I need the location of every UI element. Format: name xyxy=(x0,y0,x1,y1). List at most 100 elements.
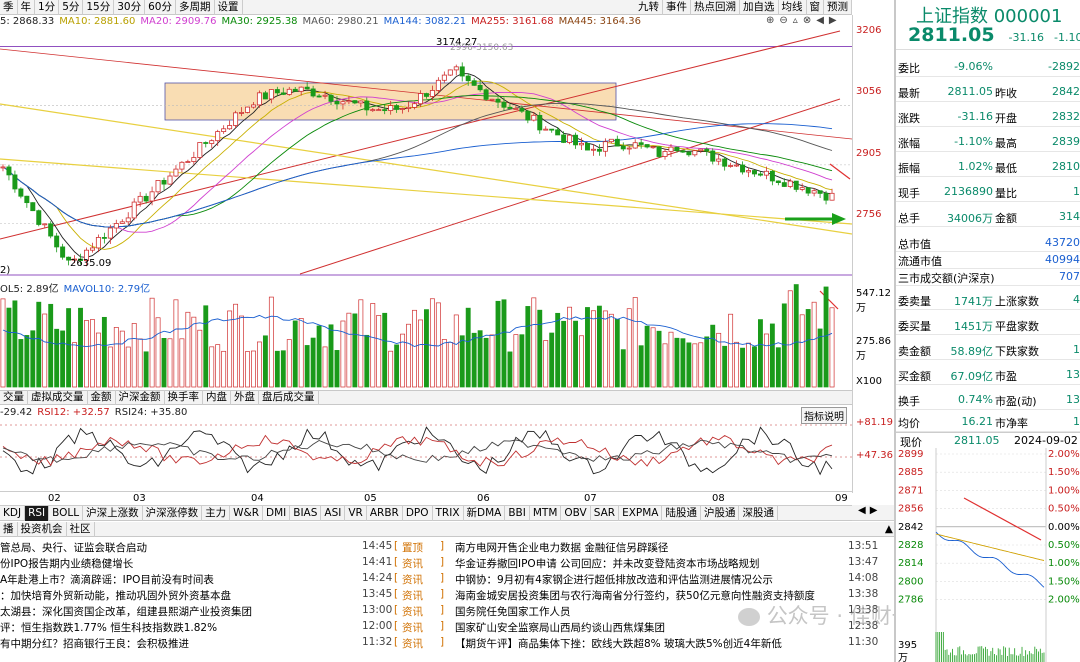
chevron-right-icon[interactable]: ▶ xyxy=(828,15,837,26)
news-title[interactable]: 中钢协：9月初有4家钢企进行超低排放改造和评估监测进展情况公示 xyxy=(455,574,773,586)
volume-bar xyxy=(298,318,304,388)
quote-field: 均价 xyxy=(898,417,920,430)
news-title[interactable]: 份IPO报告期内业绩稳健增长 xyxy=(0,558,134,570)
hotspot-replay-button[interactable]: 热点回溯 xyxy=(691,0,740,15)
quote-field: 换手 xyxy=(898,395,920,408)
news-title[interactable]: 南方电网开售企业电力数据 金融征信另辟蹊径 xyxy=(455,542,669,554)
intraday-chart[interactable]: 2899 2.00% 2885 1.50% 2871 1.00% 2856 0.50% 2842… xyxy=(896,448,1080,662)
volume-bar xyxy=(125,346,131,388)
indicator-tab[interactable]: ARBR xyxy=(367,505,403,521)
period-quarter[interactable]: 季 xyxy=(0,0,18,15)
news-title[interactable]: A年赴港上市？滴滴辟谣：IPO目前没有时间表 xyxy=(0,574,214,586)
news-title[interactable]: 华金证券撤回IPO申请 公司回应：并未改变登陆资本市场战略规划 xyxy=(455,558,760,570)
indicator-tab[interactable]: W&R xyxy=(230,505,263,521)
volume-tab[interactable]: 外盘 xyxy=(231,390,259,405)
zoom-out-icon[interactable]: ⊖ xyxy=(779,15,788,26)
indicator-tab[interactable]: BOLL xyxy=(49,505,84,521)
period-30min[interactable]: 30分 xyxy=(114,0,146,15)
period-60min[interactable]: 60分 xyxy=(145,0,176,15)
indicator-tab[interactable]: 深股通 xyxy=(739,505,778,521)
quote-row: 委买量 1451万 平盘家数 xyxy=(896,315,1080,335)
collapse-icon[interactable]: ▲ xyxy=(884,522,893,535)
forecast-button[interactable]: 预测 xyxy=(824,0,852,15)
bracket: [ xyxy=(394,572,399,584)
pointer-icon[interactable]: ▵ xyxy=(792,15,798,26)
indicator-tab[interactable]: RSI xyxy=(25,505,50,521)
crosshair-icon[interactable]: ⊗ xyxy=(802,15,812,26)
add-watchlist-button[interactable]: 加自选 xyxy=(740,0,779,15)
indicator-tab[interactable]: OBV xyxy=(561,505,591,521)
news-row[interactable]: ：加快培育外贸新动能，推动巩固外贸外资基本盘 13:45 资讯 海南金城安居投资集团与… xyxy=(0,588,880,602)
window-button[interactable]: 窗 xyxy=(807,0,824,15)
market-value: 707 xyxy=(1059,270,1080,283)
volume-bar xyxy=(257,341,262,388)
month-label: 09 xyxy=(835,493,848,504)
indicator-tab[interactable]: BIAS xyxy=(290,505,322,521)
news-row[interactable]: 评：恒生指数跌1.77% 恒生科技指数跌1.82% 12:00 资讯 国家矿山安全监察… xyxy=(0,620,880,634)
news-row[interactable]: A年赴港上市？滴滴辟谣：IPO目前没有时间表 14:24 资讯 中钢协：9月初有4家钢… xyxy=(0,572,880,586)
nine-turn-button[interactable]: 九转 xyxy=(635,0,663,15)
volume-tab[interactable]: 换手率 xyxy=(165,390,203,405)
indicator-tab[interactable]: ASI xyxy=(321,505,346,521)
indicator-help-button[interactable]: 指标说明 xyxy=(801,407,847,424)
events-button[interactable]: 事件 xyxy=(663,0,691,15)
scroll-right-icon[interactable]: ▶ xyxy=(869,505,878,516)
indicator-tab[interactable]: EXPMA xyxy=(619,505,663,521)
indicator-tab[interactable]: MTM xyxy=(530,505,562,521)
indicator-tab[interactable]: SAR xyxy=(591,505,620,521)
news-row[interactable]: 份IPO报告期内业绩稳健增长 14:41 资讯 华金证券撤回IPO申请 公司回应：并未… xyxy=(0,556,880,570)
indicator-tab[interactable]: TRIX xyxy=(433,505,464,521)
multi-period-button[interactable]: 多周期 xyxy=(176,0,215,15)
candle xyxy=(42,223,48,226)
volume-tab[interactable]: 内盘 xyxy=(203,390,231,405)
news-title[interactable]: 国家矿山安全监察局山西局约谈山西焦煤集团 xyxy=(455,622,665,634)
volume-tab[interactable]: 沪深金额 xyxy=(116,390,165,405)
news-title[interactable]: ：加快培育外贸新动能，推动巩固外贸外资基本盘 xyxy=(0,590,231,602)
news-title[interactable]: 【期货午评】商品集体下挫：欧线大跌超8% 玻璃大跌5%创近4年新低 xyxy=(455,638,782,650)
news-tab-broadcast[interactable]: 播 xyxy=(0,521,18,537)
indicator-tab[interactable]: 新DMA xyxy=(464,505,506,521)
indicator-tab[interactable]: 沪股通 xyxy=(701,505,740,521)
quote-field: 2810 xyxy=(1052,160,1080,173)
zoom-in-icon[interactable]: ⊕ xyxy=(766,15,775,26)
volume-tab[interactable]: 金额 xyxy=(88,390,116,405)
indicator-tab[interactable]: 陆股通 xyxy=(662,505,701,521)
indicator-tab[interactable]: 主力 xyxy=(202,505,231,521)
volume-bar xyxy=(680,338,686,388)
news-row[interactable]: 管总局、央行、证监会联合启动 14:45 置顶 南方电网开售企业电力数据 金融征信另辟… xyxy=(0,540,880,554)
period-15min[interactable]: 15分 xyxy=(83,0,115,15)
news-row[interactable]: 有中期分红？招商银行王良：会积极推进 11:32 资讯 【期货午评】商品集体下挫：欧线… xyxy=(0,636,880,650)
news-title[interactable]: 国务院任免国家工作人员 xyxy=(455,606,571,618)
news-row[interactable]: 太湖县：深化国资国企改革，组建县熙湖产业投资集团 13:00 资讯 国务院任免国家工作… xyxy=(0,604,880,618)
ma-button[interactable]: 均线 xyxy=(779,0,807,15)
indicator-tab[interactable]: KDJ xyxy=(0,505,26,521)
kline-chart[interactable] xyxy=(0,29,852,493)
volume-bar xyxy=(799,314,805,388)
candle xyxy=(447,69,453,76)
indicator-tab[interactable]: BBI xyxy=(505,505,530,521)
indicator-tab[interactable]: DPO xyxy=(403,505,433,521)
news-tab-opportunity[interactable]: 投资机会 xyxy=(18,521,67,537)
settings-button[interactable]: 设置 xyxy=(215,0,243,15)
news-tab-community[interactable]: 社区 xyxy=(67,521,95,537)
indicator-tab[interactable]: 沪深涨停数 xyxy=(143,505,203,521)
news-title[interactable]: 有中期分红？招商银行王良：会积极推进 xyxy=(0,638,189,650)
scroll-left-icon[interactable]: ◀ xyxy=(858,505,866,516)
period-1min[interactable]: 1分 xyxy=(35,0,60,15)
indicator-tab[interactable]: DMI xyxy=(263,505,291,521)
rsi-tick: +47.36 xyxy=(856,450,894,461)
indicator-tab[interactable]: VR xyxy=(345,505,367,521)
period-year[interactable]: 年 xyxy=(18,0,35,15)
news-title[interactable]: 管总局、央行、证监会联合启动 xyxy=(0,542,147,554)
candle xyxy=(632,142,638,149)
volume-tab[interactable]: 交量 xyxy=(0,390,28,405)
news-tag: 资讯 xyxy=(402,638,423,650)
news-title[interactable]: 海南金城安居投资集团与农行海南省分行签约，获50亿元意向性融资支持额度 xyxy=(455,590,815,602)
news-title[interactable]: 评：恒生指数跌1.77% 恒生科技指数跌1.82% xyxy=(0,622,218,634)
news-title[interactable]: 太湖县：深化国资国企改革，组建县熙湖产业投资集团 xyxy=(0,606,252,618)
volume-tab[interactable]: 盘后成交量 xyxy=(259,390,319,405)
volume-tab[interactable]: 虚拟成交量 xyxy=(28,390,88,405)
chevron-left-icon[interactable]: ◀ xyxy=(816,15,824,26)
period-5min[interactable]: 5分 xyxy=(59,0,84,15)
indicator-tab[interactable]: 沪深上涨数 xyxy=(83,505,143,521)
